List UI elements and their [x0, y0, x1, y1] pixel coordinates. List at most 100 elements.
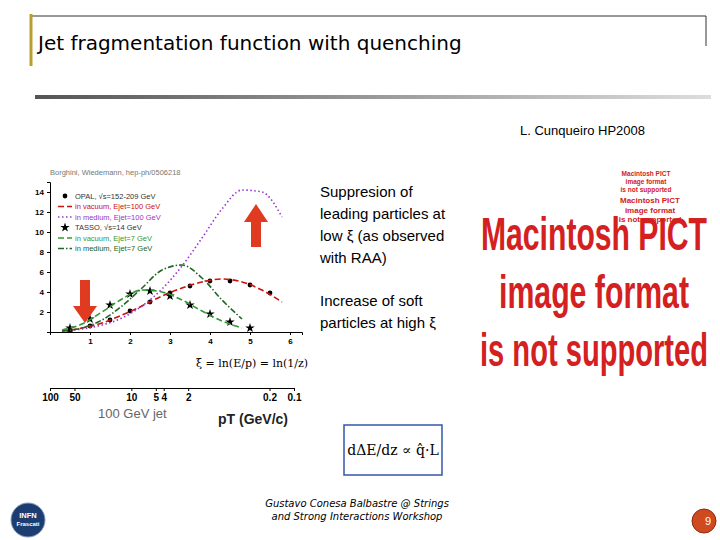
x-tick-mark: [290, 332, 291, 335]
note-line: Suppresion of: [320, 183, 413, 200]
y-tick: 4: [40, 288, 50, 297]
y-tick-label: 2: [40, 308, 45, 317]
note-line: Increase of soft: [320, 292, 423, 309]
legend-swatch: [58, 237, 72, 239]
legend-swatch: [58, 216, 72, 218]
x-tick-mark: [170, 332, 171, 335]
pt-tick: 0.1: [288, 388, 302, 403]
y-tick-mark: [47, 212, 50, 213]
x-tick-label: 4: [208, 337, 213, 346]
y-axis-line: [47, 183, 51, 333]
x-tick-mark: [250, 332, 251, 335]
formula: dΔE/dz ∝ q̂·L: [347, 442, 438, 458]
legend-label: in vacuum, Ejet=100 GeV: [75, 202, 160, 211]
footer-line: Gustavo Conesa Balbastre @ Strings: [265, 498, 449, 509]
x-tick-label: 1: [88, 337, 93, 346]
note-line: with RAA): [319, 249, 387, 266]
x-tick: 6: [288, 332, 293, 346]
pt-tick-label: 100: [42, 392, 59, 403]
legend: OPAL, √s=152-209 GeVin vacuum, Ejet=100 …: [58, 192, 161, 254]
pt-tick-mark: [156, 388, 157, 391]
y-tick: 2: [40, 308, 50, 317]
pt-tick-label: 0.2: [263, 392, 277, 403]
arrows: [73, 204, 268, 323]
arrow-up: [244, 204, 268, 247]
pt-tick: 0.2: [263, 388, 277, 403]
logo-text: INFN: [19, 511, 37, 520]
legend-label: in medium, Ejet=7 GeV: [75, 244, 152, 253]
footer: Gustavo Conesa Balbastre @ Stringsand St…: [11, 498, 716, 537]
pt-axis-title: 100 GeV jet: [98, 406, 167, 421]
title-rule: [35, 95, 711, 99]
pt-tick-label: 50: [69, 392, 81, 403]
placeholder-text-small: image format: [626, 178, 668, 186]
formula-box: [344, 425, 442, 475]
legend-swatch: [63, 194, 68, 199]
series-line: [62, 279, 282, 331]
arrow-down: [73, 280, 97, 323]
pt-tick-label: 4: [161, 392, 167, 403]
page-badge: [692, 509, 716, 533]
note-line: low ξ (as observed: [320, 227, 444, 244]
pt-tick-mark: [50, 388, 51, 391]
legend-label: in vacuum, Ejet=7 GeV: [75, 234, 152, 243]
frame-top: [30, 16, 706, 17]
y-tick-mark: [47, 232, 50, 233]
frame-accent: [30, 14, 33, 66]
pt-tick: 100: [42, 388, 59, 403]
y-tick-label: 10: [35, 228, 44, 237]
pt-tick: 10: [126, 388, 138, 403]
credit: L. Cunqueiro HP2008: [520, 123, 645, 138]
pt-tick: 50: [69, 388, 81, 403]
x-tick: 2: [128, 332, 133, 346]
x-tick-label: 3: [168, 337, 173, 346]
pt-axis-label: pT (GeV/c): [218, 411, 288, 427]
pt-tick-label: 0.1: [288, 392, 302, 403]
chart: 1234562468101214Borghini, Wiedemann, hep…: [35, 168, 302, 346]
x-tick-mark: [90, 332, 91, 335]
y-tick: 12: [35, 208, 50, 217]
pt-tick-label: 10: [126, 392, 138, 403]
x-tick-mark: [130, 332, 131, 335]
series-marker: [245, 323, 255, 332]
placeholder-text-small: is not supported: [619, 215, 682, 224]
y-tick: 14: [35, 188, 50, 197]
pt-tick-mark: [294, 388, 295, 391]
pt-tick-label: 5: [154, 392, 160, 403]
legend-label: TASSO, √s=14 GeV: [75, 223, 142, 232]
pt-tick-label: 2: [186, 392, 192, 403]
xi-formula: ξ = ln(E/p) = ln(1/z): [196, 357, 308, 370]
pt-tick-mark: [131, 388, 132, 391]
y-tick-mark: [47, 252, 50, 253]
x-tick-label: 2: [128, 337, 133, 346]
x-tick-mark: [210, 332, 211, 335]
notes: Suppresion ofleading particles atlow ξ (…: [319, 183, 446, 331]
series-line: [62, 190, 282, 331]
page-number: 9: [705, 515, 711, 527]
series-line: [62, 265, 242, 331]
pt-axis-line: [51, 389, 295, 392]
x-axis: 123456: [51, 332, 303, 346]
y-tick: 10: [35, 228, 50, 237]
placeholder-text-small: Macintosh PICT: [622, 170, 671, 177]
pt-tick: 5: [154, 388, 160, 403]
logo: [11, 503, 45, 537]
y-tick: 6: [40, 268, 50, 277]
placeholder-text-small: image format: [625, 206, 676, 215]
frame-right: [706, 16, 707, 46]
series-marker: [185, 300, 195, 309]
x-axis-line: [51, 333, 303, 336]
x-tick: 3: [168, 332, 173, 346]
y-tick-label: 6: [40, 268, 45, 277]
legend-label: in medium, Ejet=100 GeV: [75, 213, 161, 222]
pt-tick-mark: [188, 388, 189, 391]
chart-title: Borghini, Wiedemann, hep-ph/0506218: [50, 168, 181, 177]
pt-tick-mark: [74, 388, 75, 391]
pt-tick-mark: [164, 388, 165, 391]
plot-area: [62, 190, 282, 332]
placeholder-text: image format: [499, 266, 689, 318]
x-tick-label: 6: [288, 337, 293, 346]
y-tick: 8: [40, 248, 50, 257]
x-tick: 4: [208, 332, 213, 346]
pt-tick-mark: [270, 388, 271, 391]
